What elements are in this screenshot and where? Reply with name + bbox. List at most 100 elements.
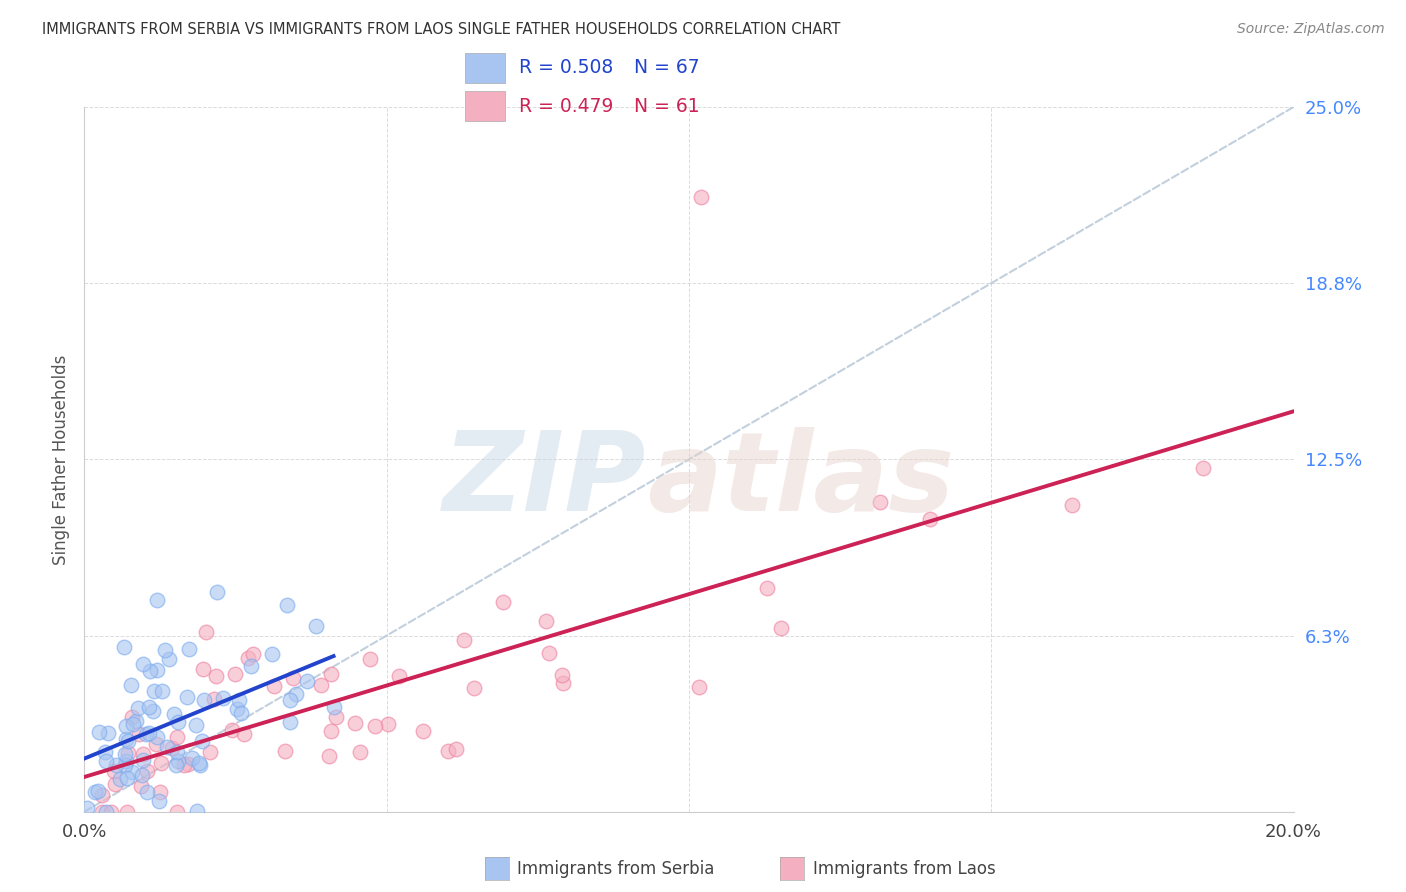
Point <box>688 681 710 695</box>
Point <box>190 758 212 772</box>
Point <box>94 754 117 768</box>
Point <box>145 737 167 751</box>
Point <box>110 772 132 786</box>
Point <box>188 756 211 771</box>
Point <box>149 785 172 799</box>
Point <box>162 740 184 755</box>
Point <box>343 715 366 730</box>
Point <box>135 727 157 741</box>
Text: N = 61: N = 61 <box>634 96 700 116</box>
Point <box>142 704 165 718</box>
Point <box>166 745 188 759</box>
Point <box>349 745 371 759</box>
Point <box>920 511 942 525</box>
Point <box>146 593 169 607</box>
Point <box>180 750 202 764</box>
Point <box>87 783 110 797</box>
Point <box>91 788 114 802</box>
Point <box>94 745 117 759</box>
Point <box>207 585 229 599</box>
Point <box>165 758 187 772</box>
FancyBboxPatch shape <box>465 53 505 83</box>
Text: N = 67: N = 67 <box>634 59 700 78</box>
Point <box>150 756 173 770</box>
FancyBboxPatch shape <box>465 91 505 121</box>
Point <box>233 727 256 741</box>
Point <box>186 804 208 818</box>
Y-axis label: Single Father Households: Single Father Households <box>52 354 70 565</box>
Point <box>204 669 226 683</box>
Point <box>112 640 135 654</box>
Point <box>166 730 188 744</box>
Point <box>115 805 138 819</box>
Point <box>186 717 208 731</box>
Point <box>128 727 150 741</box>
Point <box>167 714 190 729</box>
Point <box>177 756 200 771</box>
Point <box>156 740 179 755</box>
Text: Immigrants from Laos: Immigrants from Laos <box>813 860 995 878</box>
Point <box>157 651 180 665</box>
Point <box>190 734 212 748</box>
Point <box>138 664 160 678</box>
Point <box>125 714 148 729</box>
Point <box>97 726 120 740</box>
Point <box>114 754 136 768</box>
Point <box>273 744 295 758</box>
Point <box>537 646 560 660</box>
Point <box>138 726 160 740</box>
Point <box>225 702 247 716</box>
Point <box>132 657 155 671</box>
Point <box>212 691 235 706</box>
Point <box>202 692 225 706</box>
Point <box>138 700 160 714</box>
Point <box>127 701 149 715</box>
Point <box>263 679 285 693</box>
Point <box>150 684 173 698</box>
Point <box>284 687 307 701</box>
Point <box>114 757 136 772</box>
Text: Source: ZipAtlas.com: Source: ZipAtlas.com <box>1237 22 1385 37</box>
Point <box>193 692 215 706</box>
Point <box>295 673 318 688</box>
Point <box>114 747 136 762</box>
Text: atlas: atlas <box>647 427 955 534</box>
Point <box>276 598 298 612</box>
Point <box>453 633 475 648</box>
Point <box>224 666 246 681</box>
Point <box>305 619 328 633</box>
Point <box>239 658 262 673</box>
Point <box>195 625 218 640</box>
Point <box>146 663 169 677</box>
Point <box>278 714 301 729</box>
Point <box>96 805 118 819</box>
Point <box>148 794 170 808</box>
Point <box>100 805 122 819</box>
Point <box>412 724 434 739</box>
Point <box>437 744 460 758</box>
Point <box>117 733 139 747</box>
Point <box>869 495 891 509</box>
Point <box>176 690 198 705</box>
Point <box>280 692 302 706</box>
Point <box>173 758 195 772</box>
Point <box>198 745 221 759</box>
Text: Immigrants from Serbia: Immigrants from Serbia <box>517 860 714 878</box>
Point <box>146 731 169 745</box>
Point <box>492 595 515 609</box>
Point <box>377 716 399 731</box>
Point <box>87 724 110 739</box>
Text: R = 0.508: R = 0.508 <box>519 59 613 78</box>
Point <box>131 747 153 761</box>
Point <box>129 779 152 793</box>
Point <box>387 669 409 683</box>
Point <box>193 662 215 676</box>
Point <box>322 699 344 714</box>
Point <box>690 190 713 204</box>
Point <box>132 753 155 767</box>
Text: ZIP: ZIP <box>443 427 647 534</box>
Point <box>281 671 304 685</box>
Point <box>319 724 342 739</box>
Point <box>769 621 792 635</box>
Point <box>228 692 250 706</box>
